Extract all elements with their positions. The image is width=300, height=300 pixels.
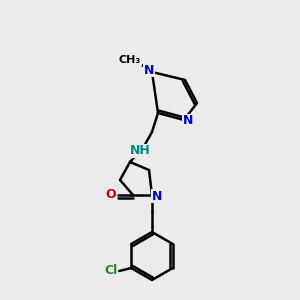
Text: NH: NH xyxy=(130,145,150,158)
Text: Cl: Cl xyxy=(105,265,118,278)
Text: N: N xyxy=(152,190,162,202)
Text: N: N xyxy=(183,115,193,128)
Text: N: N xyxy=(144,64,154,76)
Text: CH₃: CH₃ xyxy=(119,55,141,65)
Text: O: O xyxy=(106,188,116,202)
